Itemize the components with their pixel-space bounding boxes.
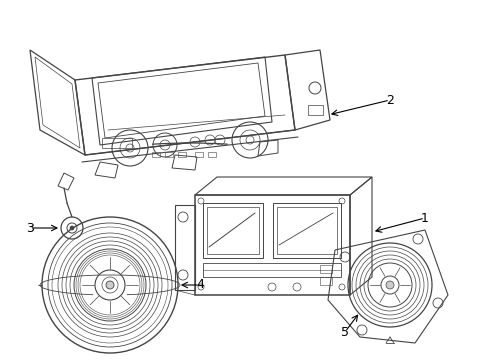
Text: 3: 3 xyxy=(26,221,34,234)
Bar xyxy=(319,277,331,285)
Bar xyxy=(207,152,216,157)
Bar xyxy=(206,207,259,254)
Circle shape xyxy=(385,281,393,289)
Bar xyxy=(195,195,349,295)
Text: 1: 1 xyxy=(420,211,428,225)
Bar xyxy=(203,263,340,277)
Bar xyxy=(272,203,340,258)
Bar xyxy=(152,152,160,157)
Bar xyxy=(178,152,185,157)
Bar xyxy=(102,138,132,148)
Text: 4: 4 xyxy=(196,279,203,292)
Bar xyxy=(164,152,173,157)
Bar xyxy=(195,152,203,157)
Circle shape xyxy=(70,226,74,230)
Circle shape xyxy=(106,281,114,289)
Bar xyxy=(319,265,331,273)
Text: 5: 5 xyxy=(340,325,348,338)
Bar xyxy=(276,207,336,254)
Bar xyxy=(203,203,263,258)
Bar xyxy=(307,105,323,115)
Text: 2: 2 xyxy=(385,94,393,107)
